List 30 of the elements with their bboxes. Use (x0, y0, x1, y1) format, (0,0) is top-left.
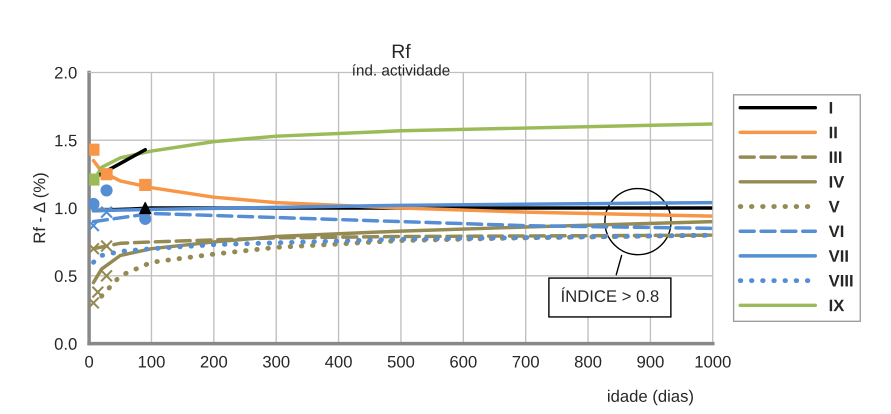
x-tick-label: 100 (138, 356, 165, 368)
y-tick-label: 2.0 (54, 66, 77, 79)
chart-subtitle: índ. actividade (352, 64, 450, 76)
legend-label: I (830, 102, 832, 114)
x-axis-title: idade (dias) (608, 390, 693, 406)
x-tick-label: 900 (637, 356, 664, 368)
legend-label: IV (830, 176, 844, 188)
legend-label: III (830, 151, 842, 163)
x-tick-label: 200 (200, 356, 228, 368)
legend-label: V (828, 200, 840, 212)
x-tick-label: 600 (450, 356, 477, 368)
y-tick-label: 1.0 (55, 202, 77, 214)
legend-label: VII (828, 250, 848, 262)
x-tick-label: 800 (574, 356, 602, 368)
y-axis-title: Rf - Δ (%) (33, 173, 49, 242)
x-tick-label: 500 (388, 356, 414, 368)
y-tick-label: 1.5 (55, 134, 77, 146)
x-tick-label: 700 (512, 356, 539, 368)
x-tick-label: 300 (262, 356, 290, 368)
legend-label: VI (828, 226, 844, 238)
x-tick-label: 400 (325, 356, 352, 368)
annotation: ÍNDICE > 0.8 (562, 287, 658, 302)
legend-label: II (830, 126, 837, 138)
x-tick-label: 0 (85, 356, 94, 368)
legend-label: IX (830, 300, 844, 312)
legend-label: VIII (828, 274, 852, 286)
y-tick-label: 0.0 (54, 338, 77, 350)
chart-title: Rf (392, 44, 411, 58)
x-tick-label: 1000 (696, 356, 731, 368)
y-tick-label: 0.5 (54, 270, 77, 282)
